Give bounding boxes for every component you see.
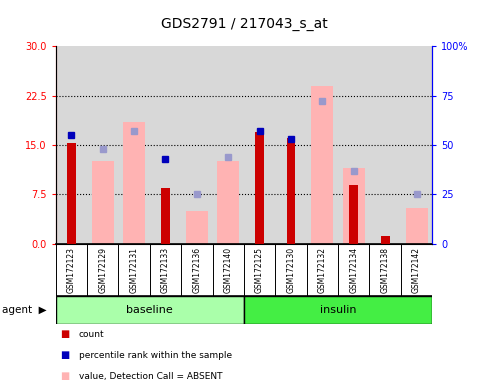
Text: baseline: baseline — [127, 305, 173, 315]
Bar — [217, 161, 239, 244]
Text: count: count — [79, 329, 104, 339]
Text: GSM172131: GSM172131 — [129, 247, 139, 293]
Text: percentile rank within the sample: percentile rank within the sample — [79, 351, 232, 360]
Text: ■: ■ — [60, 371, 70, 381]
Text: ■: ■ — [60, 350, 70, 360]
Text: GSM172140: GSM172140 — [224, 247, 233, 293]
Text: GSM172125: GSM172125 — [255, 247, 264, 293]
Text: GSM172129: GSM172129 — [98, 247, 107, 293]
Bar — [186, 211, 208, 244]
Bar — [92, 161, 114, 244]
Text: GSM172136: GSM172136 — [192, 247, 201, 293]
Bar — [406, 208, 427, 244]
Bar — [381, 236, 390, 244]
Text: GSM172133: GSM172133 — [161, 247, 170, 293]
Bar — [161, 188, 170, 244]
Bar — [286, 138, 296, 244]
Bar — [56, 296, 244, 324]
Text: GSM172130: GSM172130 — [286, 247, 296, 293]
Bar — [255, 132, 264, 244]
Text: GDS2791 / 217043_s_at: GDS2791 / 217043_s_at — [160, 17, 327, 31]
Bar — [123, 122, 145, 244]
Bar — [349, 185, 358, 244]
Bar — [244, 296, 432, 324]
Text: agent  ▶: agent ▶ — [2, 305, 47, 315]
Text: GSM172123: GSM172123 — [67, 247, 76, 293]
Text: GSM172138: GSM172138 — [381, 247, 390, 293]
Text: value, Detection Call = ABSENT: value, Detection Call = ABSENT — [79, 372, 222, 381]
Text: insulin: insulin — [320, 305, 356, 315]
Text: GSM172134: GSM172134 — [349, 247, 358, 293]
Text: GSM172132: GSM172132 — [318, 247, 327, 293]
Text: ■: ■ — [60, 329, 70, 339]
Bar — [343, 168, 365, 244]
Bar — [67, 143, 76, 244]
Text: GSM172142: GSM172142 — [412, 247, 421, 293]
Bar — [312, 86, 333, 244]
